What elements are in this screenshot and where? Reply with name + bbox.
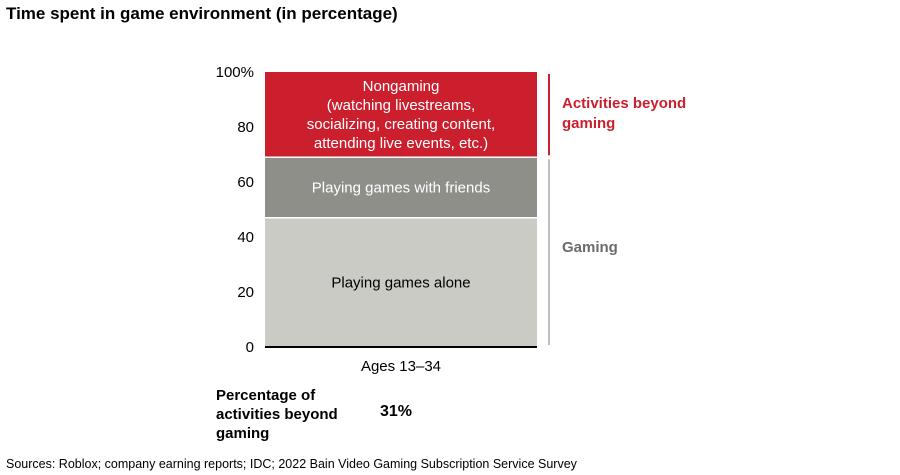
bracket-group: Activities beyond gaming Gaming [548,74,686,345]
bracket-label: Activities beyond gaming [562,95,686,132]
bar-segment-0 [265,217,537,347]
bar-segment-1 [265,157,537,218]
y-tick-label: 100% [216,64,254,81]
footer-label: Percentage of activities beyond gaming [216,387,338,442]
y-tick-label: 0 [246,339,254,356]
bar-segment-label: Playing games with friends [312,180,490,197]
chart-title: Time spent in game environment (in perce… [6,4,398,23]
bar-segments [265,72,537,347]
bar-segment-labels: Playing games alone Playing games with fr… [307,78,495,291]
footer-value: 31% [380,403,413,420]
bar-segment-label: Playing games alone [331,274,470,291]
sources-note: Sources: Roblox; company earning reports… [6,457,577,471]
y-axis-ticks: 0 20 40 60 80 100% [216,64,254,356]
y-tick-label: 60 [237,174,254,191]
bar-segment-2 [265,72,537,158]
bracket-label: Gaming [562,239,618,256]
bar-segment-label: Nongaming (watching livestreams, socializi… [307,78,495,152]
y-tick-label: 40 [237,229,254,246]
y-tick-label: 80 [237,119,254,136]
y-tick-label: 20 [237,284,254,301]
x-category-label: Ages 13–34 [361,358,441,375]
